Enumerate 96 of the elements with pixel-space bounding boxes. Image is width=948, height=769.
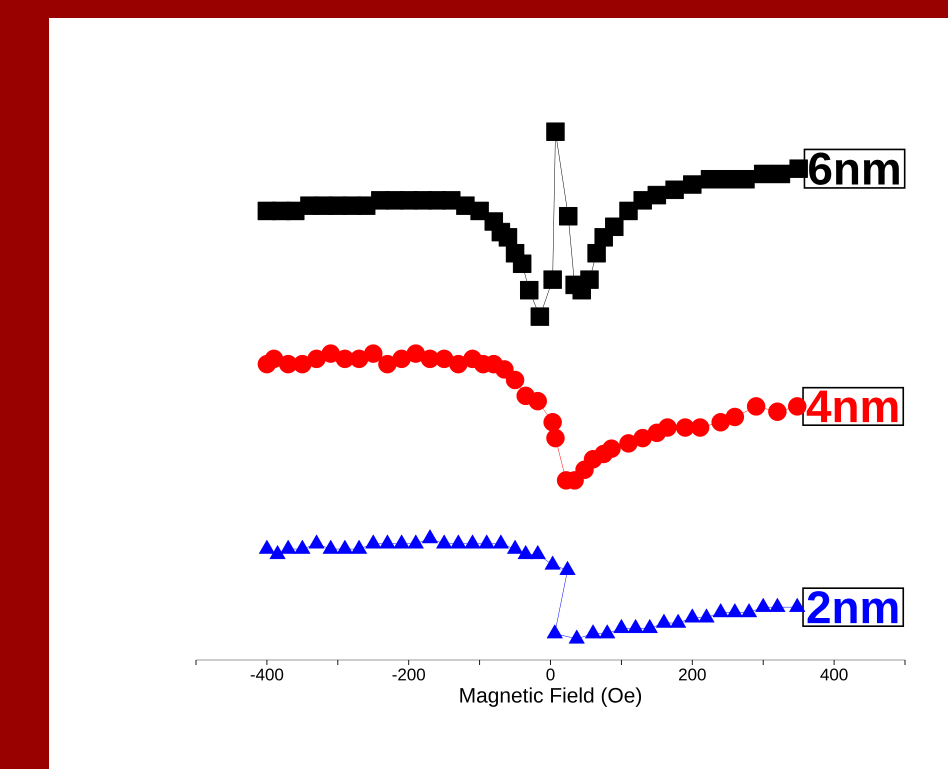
x-tick-label: 400: [820, 668, 848, 681]
point: [264, 350, 284, 368]
x-tick-label: -400: [250, 668, 284, 681]
point: [351, 540, 368, 554]
x-tick-label: 200: [679, 668, 706, 681]
point: [379, 534, 396, 549]
point: [789, 598, 806, 612]
point: [543, 413, 562, 432]
point: [711, 413, 730, 432]
point: [364, 344, 383, 363]
point: [754, 164, 772, 184]
point: [543, 270, 562, 289]
point: [392, 350, 411, 368]
point: [585, 624, 602, 638]
point: [350, 350, 368, 368]
point: [394, 534, 410, 549]
point: [293, 354, 312, 374]
point: [568, 630, 585, 644]
point: [308, 534, 325, 549]
point: [726, 603, 743, 618]
point: [518, 545, 534, 560]
point: [507, 540, 524, 554]
point: [788, 397, 806, 416]
point: [269, 545, 286, 560]
point: [676, 418, 694, 437]
point: [789, 159, 808, 178]
series-label: 2nm: [808, 591, 898, 624]
point: [498, 228, 518, 247]
point: [422, 529, 438, 544]
point: [718, 170, 738, 188]
point: [470, 202, 489, 220]
point: [769, 598, 786, 612]
point: [628, 619, 644, 634]
point: [656, 614, 672, 628]
point: [755, 598, 772, 612]
point: [605, 218, 624, 236]
point: [665, 180, 684, 200]
point: [736, 170, 755, 188]
point: [530, 307, 550, 326]
point: [746, 397, 766, 416]
point: [495, 360, 514, 379]
x-axis-title: Magnetic Field (Oe): [460, 687, 642, 707]
point: [530, 545, 546, 560]
point: [602, 439, 621, 458]
point: [768, 402, 787, 421]
point: [658, 418, 677, 437]
point: [449, 354, 468, 374]
point: [670, 614, 686, 628]
point: [520, 280, 538, 300]
point: [321, 344, 340, 363]
point: [436, 534, 452, 549]
point: [613, 619, 630, 634]
point: [478, 534, 495, 549]
point: [740, 603, 758, 618]
point: [559, 560, 576, 575]
point: [700, 170, 720, 188]
point: [307, 350, 326, 368]
point: [464, 534, 481, 549]
point: [512, 254, 532, 274]
point: [684, 608, 700, 622]
point: [294, 540, 310, 554]
point: [690, 418, 710, 437]
point: [642, 619, 658, 634]
point: [619, 434, 638, 453]
series-label: 4nm: [806, 390, 898, 422]
point: [492, 534, 509, 549]
point: [587, 244, 606, 262]
point: [506, 370, 524, 390]
point: [546, 428, 565, 448]
point: [772, 164, 790, 184]
point: [648, 186, 666, 204]
series-label: 6nm: [809, 152, 899, 185]
point: [558, 206, 578, 226]
point: [546, 624, 563, 638]
point: [619, 202, 638, 220]
point: [365, 534, 382, 549]
point: [726, 408, 744, 426]
point: [450, 534, 466, 549]
point: [712, 603, 729, 618]
point: [683, 175, 702, 194]
point: [408, 534, 424, 549]
point: [633, 428, 652, 448]
point: [698, 608, 715, 622]
point: [546, 122, 565, 141]
point: [544, 556, 561, 570]
x-tick-label: 0: [546, 668, 555, 681]
point: [280, 540, 296, 554]
point: [378, 354, 397, 374]
point: [336, 540, 353, 554]
point: [258, 540, 275, 554]
point: [580, 270, 599, 289]
point: [322, 540, 339, 554]
x-tick-label: -200: [392, 668, 425, 681]
point: [599, 624, 616, 638]
point: [528, 392, 547, 410]
point: [406, 344, 426, 363]
